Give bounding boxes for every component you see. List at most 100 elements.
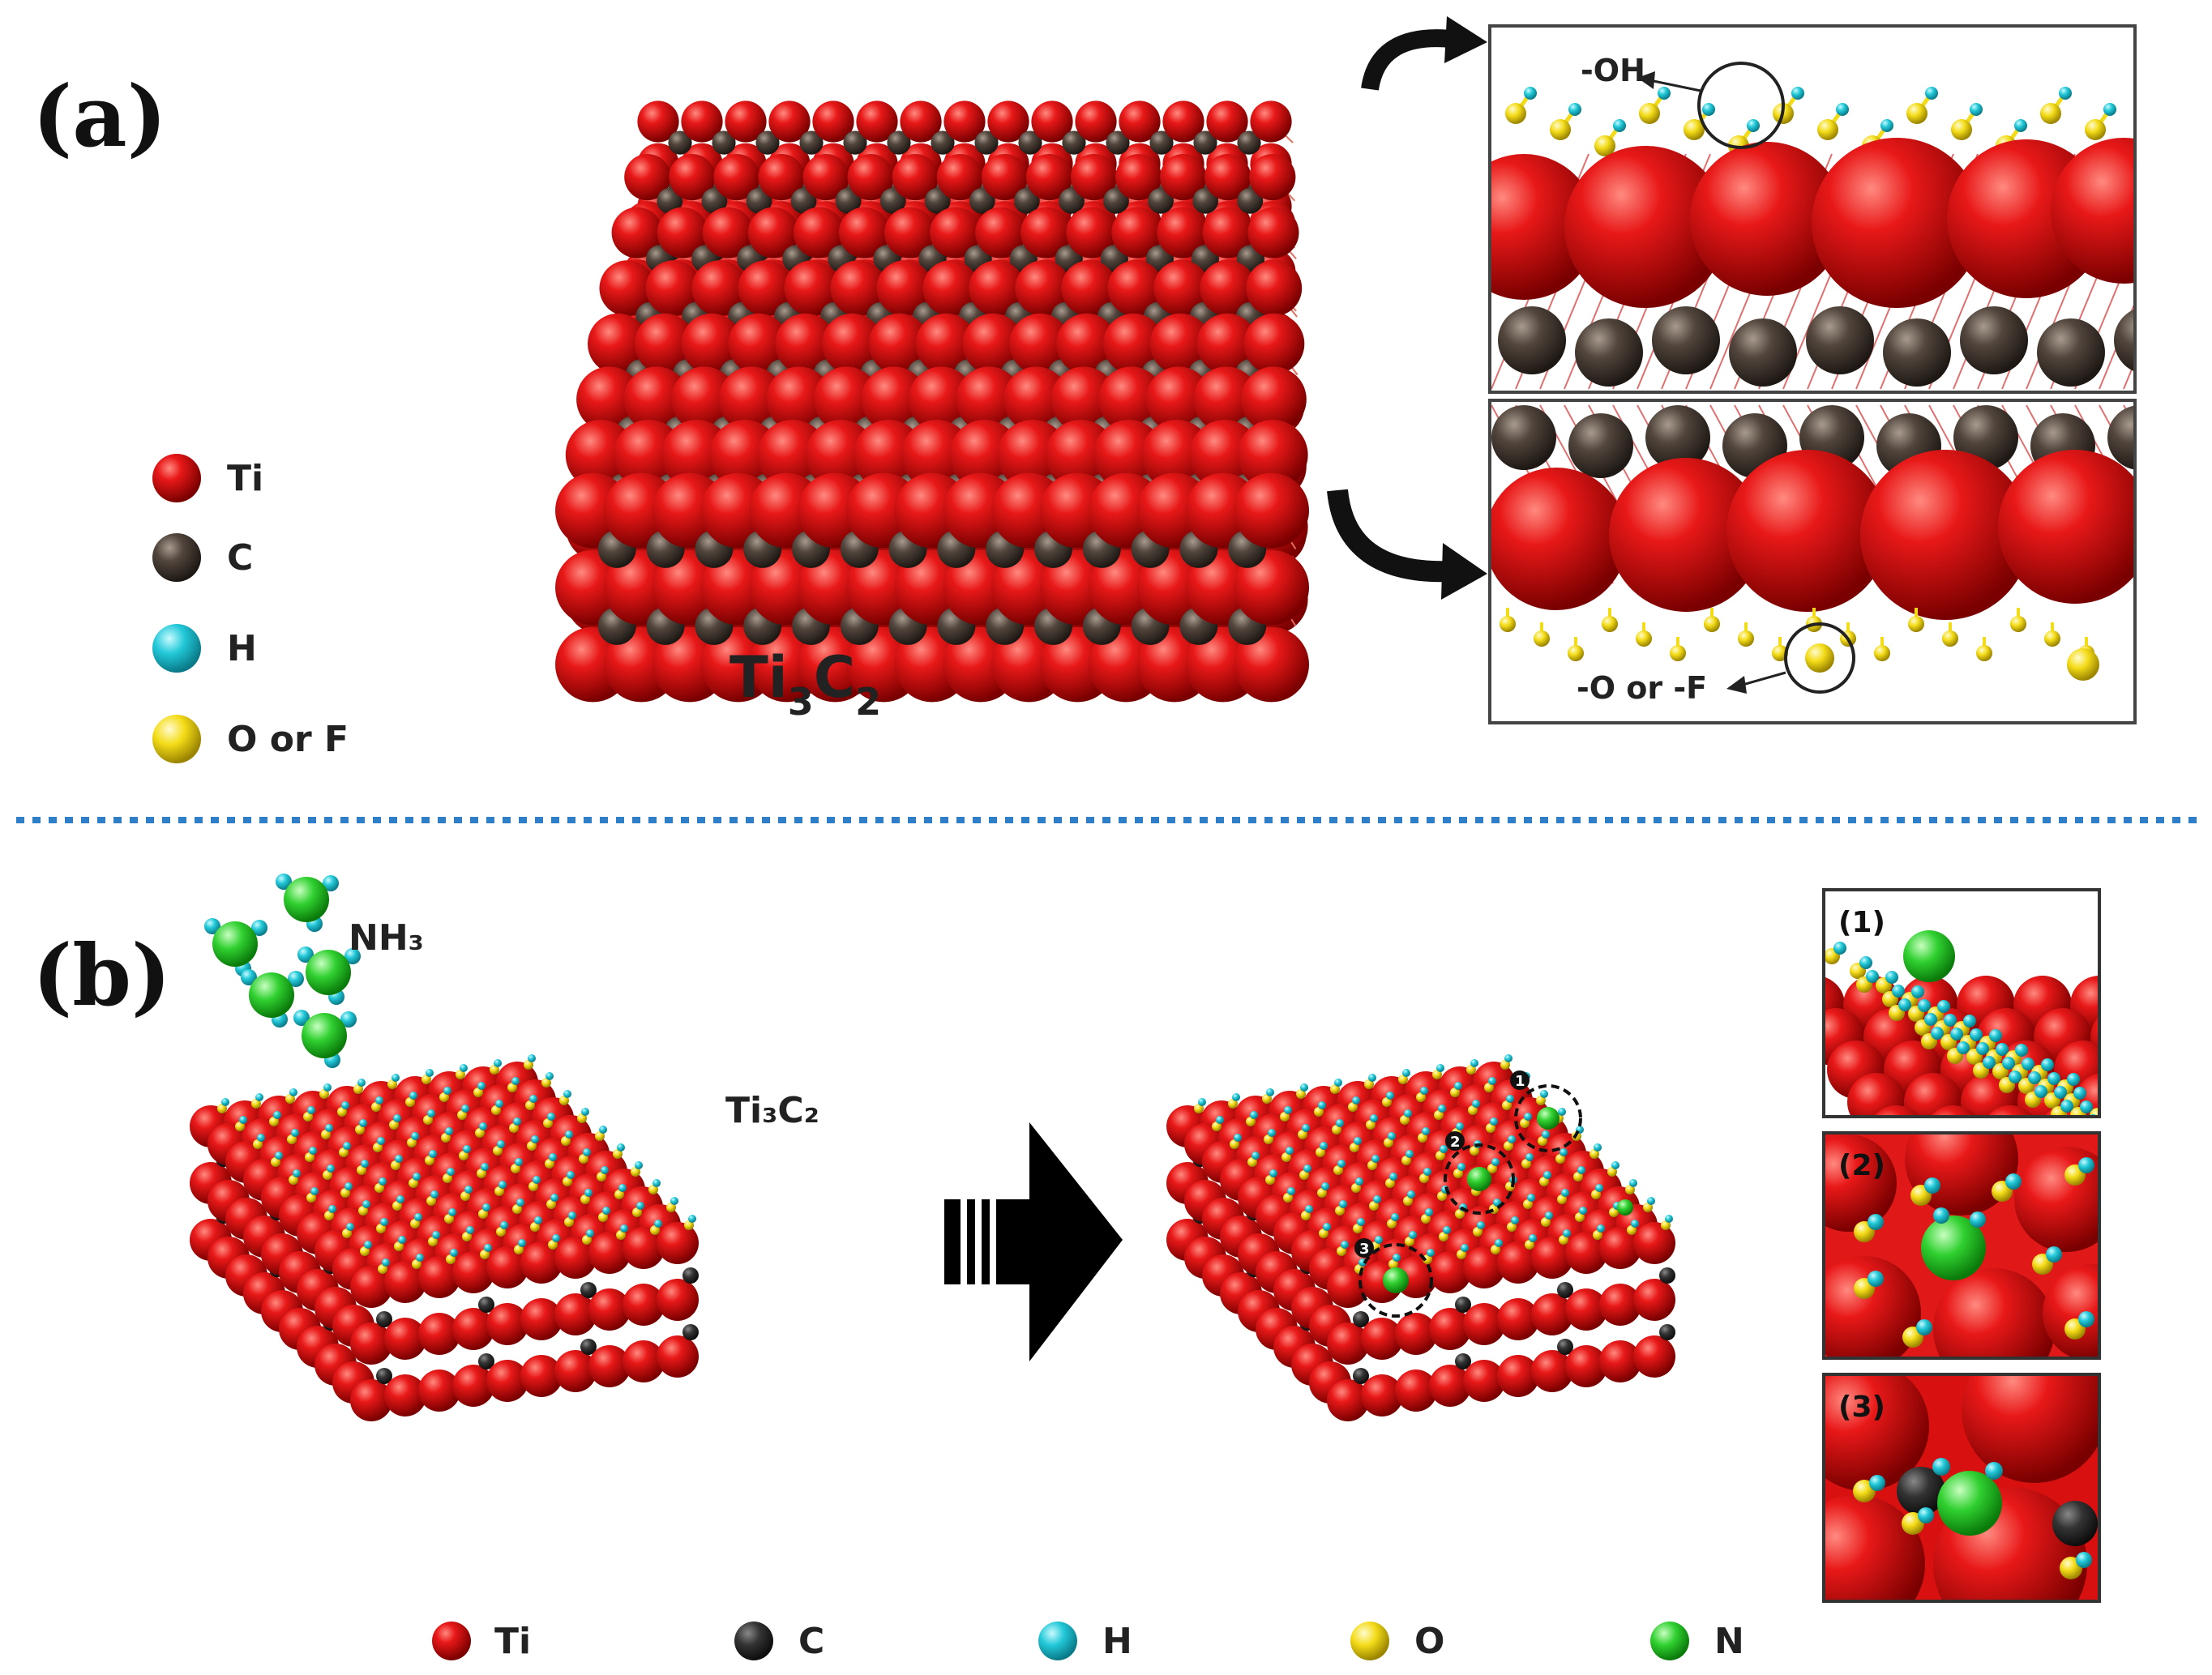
- h-atom: [1402, 1069, 1410, 1077]
- ti-atom: [1234, 472, 1309, 549]
- h-atom: [1970, 103, 1983, 116]
- ti-atom: [758, 154, 805, 201]
- h-atom: [391, 1074, 400, 1082]
- o-atom: [1230, 1139, 1239, 1149]
- ti-atom: [691, 260, 748, 317]
- h-atom: [1611, 1161, 1619, 1169]
- h-atom: [602, 1207, 610, 1215]
- h-atom: [1422, 1127, 1430, 1135]
- site-inset-1: (1): [1822, 888, 2101, 1118]
- inset-2-label: (2): [1838, 1149, 1885, 1182]
- c-atom: [1014, 187, 1040, 214]
- h-atom: [344, 1182, 353, 1190]
- c-atom: [2107, 405, 2135, 470]
- c-atom: [1455, 1353, 1471, 1369]
- ti-atom: [856, 100, 898, 143]
- n-atom: [1537, 1107, 1560, 1130]
- ti-atom: [1860, 450, 2030, 620]
- h-atom: [500, 1221, 508, 1229]
- h-atom: [601, 1166, 609, 1174]
- h-atom: [1525, 1153, 1534, 1161]
- h-atom: [652, 1179, 661, 1187]
- ti-atom: [486, 1303, 528, 1345]
- o-atom: [1607, 1167, 1617, 1177]
- o-atom: [1388, 1259, 1398, 1269]
- ti-atom: [1429, 1251, 1471, 1293]
- o-atom: [1772, 645, 1788, 661]
- h-atom: [546, 1072, 554, 1080]
- h-atom: [1490, 1117, 1498, 1126]
- h-atom: [1336, 1119, 1344, 1127]
- ti-atom: [623, 1340, 665, 1382]
- o-atom: [446, 1254, 456, 1264]
- o-atom: [387, 1079, 397, 1089]
- ti-atom: [624, 154, 671, 201]
- h-atom: [1457, 1163, 1465, 1171]
- h-atom: [1407, 1190, 1415, 1199]
- o-atom: [1589, 1149, 1599, 1159]
- h-atom: [275, 1152, 283, 1160]
- ti-atom: [1250, 100, 1292, 143]
- h-atom: [2028, 1071, 2041, 1084]
- ti-atom: [1246, 260, 1303, 317]
- h-atom: [1269, 1169, 1277, 1177]
- o-atom: [285, 1094, 295, 1104]
- o-atom: [1264, 1134, 1273, 1144]
- h-atom: [427, 1109, 435, 1117]
- ti-atom: [1202, 207, 1254, 259]
- ti-atom: [1824, 1256, 1921, 1358]
- ti-atom: [671, 366, 738, 433]
- ti-atom-icon: [432, 1622, 471, 1660]
- o-atom: [321, 1130, 331, 1139]
- o-atom: [235, 1122, 245, 1131]
- h-atom: [1868, 1271, 1884, 1287]
- n-atom: [249, 972, 294, 1018]
- ti-atom: [738, 260, 794, 317]
- ti-atom: [1193, 366, 1260, 433]
- o-atom: [648, 1185, 658, 1194]
- legend-a-h-label: H: [227, 628, 257, 669]
- h-atom: [1234, 1134, 1242, 1142]
- ti-atom: [1145, 366, 1212, 433]
- h-atom: [688, 1215, 696, 1223]
- o-atom: [1661, 1220, 1671, 1230]
- ti-atom: [728, 313, 789, 374]
- o-atom: [457, 1110, 467, 1120]
- h-atom: [1440, 1145, 1448, 1153]
- o-atom: [426, 1196, 436, 1206]
- o-atom: [1951, 119, 1972, 140]
- h-atom: [375, 1096, 383, 1105]
- site-inset-3: (3): [1822, 1373, 2101, 1603]
- h-atom: [1859, 956, 1872, 969]
- ti-atom: [1196, 313, 1258, 374]
- ti-atom: [784, 260, 841, 317]
- ti-atom: [1463, 1303, 1505, 1345]
- ti-atom: [775, 313, 836, 374]
- ti-atom: [599, 260, 656, 317]
- ti-atom: [1904, 1073, 1962, 1117]
- ti-atom: [884, 207, 935, 259]
- c-atom: [2114, 309, 2135, 372]
- inset-3-label: (3): [1838, 1391, 1885, 1424]
- h-atom: [344, 948, 361, 964]
- h-atom: [343, 1142, 351, 1150]
- o-atom: [1403, 1196, 1413, 1206]
- h-atom: [1579, 1207, 1587, 1215]
- h-atom: [255, 1093, 263, 1101]
- o-atom: [2067, 648, 2099, 681]
- h-atom: [379, 1177, 387, 1186]
- h-atom: [416, 1254, 424, 1262]
- o-atom: [423, 1115, 433, 1125]
- o-atom: [1487, 1164, 1497, 1173]
- ti-atom: [1962, 1374, 2099, 1483]
- c-atom: [843, 130, 867, 155]
- h-atom: [393, 1114, 401, 1122]
- o-atom: [1247, 1157, 1257, 1167]
- c-atom: [1652, 306, 1720, 374]
- h-atom: [1456, 1122, 1464, 1130]
- h-atom: [1266, 1088, 1274, 1096]
- o-atom: [546, 1199, 556, 1209]
- nh3-label: NH₃: [349, 917, 424, 959]
- h-atom: [1303, 1164, 1311, 1173]
